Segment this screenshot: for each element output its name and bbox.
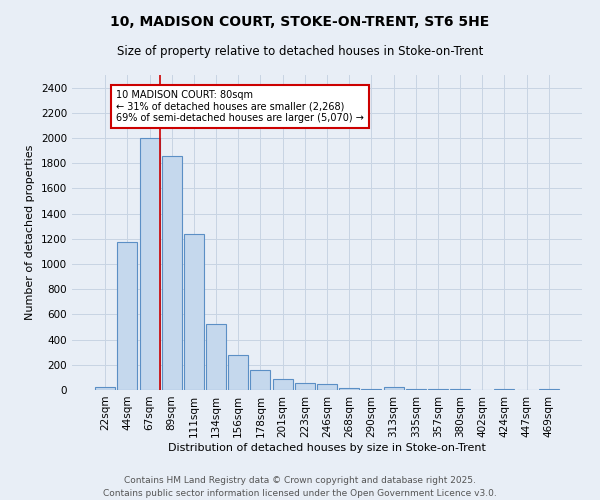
Bar	[228, 356, 248, 390]
Text: Size of property relative to detached houses in Stoke-on-Trent: Size of property relative to detached ho…	[117, 45, 483, 58]
Bar	[295, 383, 315, 390]
Bar	[383, 387, 404, 390]
Bar	[140, 138, 160, 390]
Text: Contains HM Land Registry data © Crown copyright and database right 2025.
Contai: Contains HM Land Registry data © Crown c…	[103, 476, 497, 498]
Bar	[317, 384, 337, 390]
Text: 10, MADISON COURT, STOKE-ON-TRENT, ST6 5HE: 10, MADISON COURT, STOKE-ON-TRENT, ST6 5…	[110, 15, 490, 29]
Bar	[184, 234, 204, 390]
Bar	[339, 388, 359, 390]
Bar	[406, 388, 426, 390]
Bar	[118, 242, 137, 390]
X-axis label: Distribution of detached houses by size in Stoke-on-Trent: Distribution of detached houses by size …	[168, 442, 486, 452]
Bar	[95, 387, 115, 390]
Bar	[250, 370, 271, 390]
Bar	[162, 156, 182, 390]
Bar	[206, 324, 226, 390]
Text: 10 MADISON COURT: 80sqm
← 31% of detached houses are smaller (2,268)
69% of semi: 10 MADISON COURT: 80sqm ← 31% of detache…	[116, 90, 364, 124]
Bar	[361, 388, 382, 390]
Y-axis label: Number of detached properties: Number of detached properties	[25, 145, 35, 320]
Bar	[272, 378, 293, 390]
